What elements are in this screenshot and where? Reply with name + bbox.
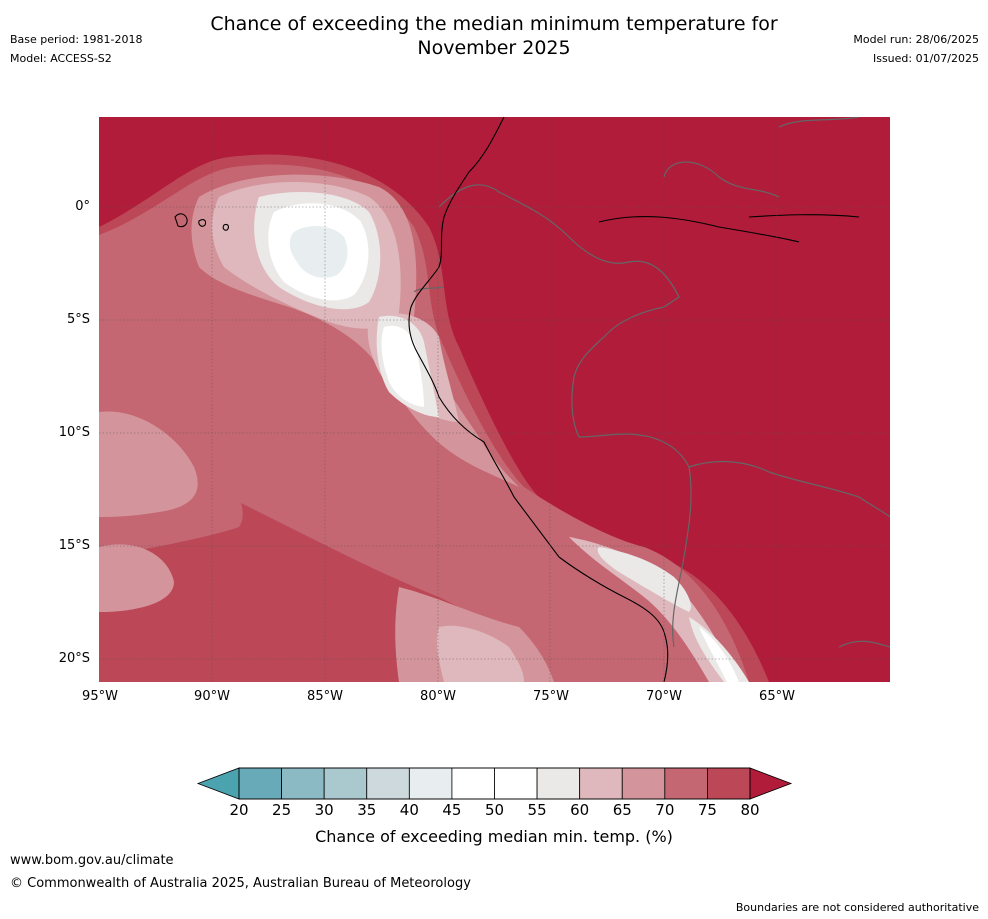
colorbar-tick-label: 40 [399, 801, 419, 819]
colorbar-frame [238, 767, 751, 800]
colorbar-label: Chance of exceeding median min. temp. (%… [315, 827, 673, 846]
colorbar-tick-label: 55 [527, 801, 547, 819]
lon-label-85w: 85°W [307, 689, 343, 704]
title-line-2: November 2025 [417, 37, 571, 59]
colorbar-segment [621, 767, 666, 800]
issued-text: Issued: 01/07/2025 [872, 52, 979, 65]
colorbar-tick-label: 45 [442, 801, 462, 819]
lat-label-5s: 5°S [66, 312, 90, 327]
colorbar-segment [281, 767, 325, 800]
model-text: Model: ACCESS-S2 [10, 52, 112, 65]
copyright-text: © Commonwealth of Australia 2025, Austra… [10, 876, 471, 891]
colorbar-segment [366, 767, 410, 800]
lon-label-95w: 95°W [82, 689, 118, 704]
colorbar-tick-label: 70 [655, 801, 675, 819]
lon-label-90w: 90°W [194, 689, 230, 704]
colorbar-tick-label: 80 [740, 801, 760, 819]
colorbar-tick-label: 30 [314, 801, 334, 819]
colorbar-segment [707, 767, 751, 800]
graticule [99, 117, 890, 682]
title-line-1: Chance of exceeding the median minimum t… [210, 13, 778, 35]
colorbar-tick-label: 50 [484, 801, 505, 819]
colorbar-segment [323, 767, 368, 800]
colorbar-tick-label: 75 [697, 801, 717, 819]
lat-label-10s: 10°S [58, 425, 90, 440]
colorbar-tick-label: 25 [272, 801, 292, 819]
model-run-text: Model run: 28/06/2025 [853, 33, 979, 46]
disclaimer-text: Boundaries are not considered authoritat… [735, 901, 979, 914]
colorbar-segments [238, 767, 751, 800]
colorbar [196, 767, 793, 800]
colorbar-tick-label: 60 [570, 801, 590, 819]
colorbar-segment [238, 767, 282, 800]
coastline [174, 117, 860, 682]
colorbar-segment [451, 767, 495, 800]
contour-bands [99, 154, 769, 682]
colorbar-under-arrow [196, 767, 240, 800]
colorbar-segment [579, 767, 623, 800]
lat-label-0: 0° [75, 199, 90, 214]
map-title: Chance of exceeding the median minimum t… [0, 12, 988, 60]
country-borders [413, 117, 890, 648]
colorbar-tick-label: 65 [612, 801, 632, 819]
lon-label-75w: 75°W [533, 689, 569, 704]
colorbar-segment [664, 767, 708, 800]
lon-label-80w: 80°W [420, 689, 456, 704]
probability-map [99, 117, 890, 682]
lon-label-65w: 65°W [759, 689, 795, 704]
lat-label-20s: 20°S [58, 651, 90, 666]
website-link[interactable]: www.bom.gov.au/climate [10, 853, 174, 868]
colorbar-segment [408, 767, 453, 800]
colorbar-tick-label: 20 [229, 801, 249, 819]
colorbar-tick-label: 35 [357, 801, 377, 819]
colorbar-over-arrow [749, 767, 793, 800]
colorbar-segment [494, 767, 538, 800]
base-period-text: Base period: 1981-2018 [10, 33, 143, 46]
lat-label-15s: 15°S [58, 538, 90, 553]
lon-label-70w: 70°W [646, 689, 682, 704]
colorbar-segment [536, 767, 581, 800]
